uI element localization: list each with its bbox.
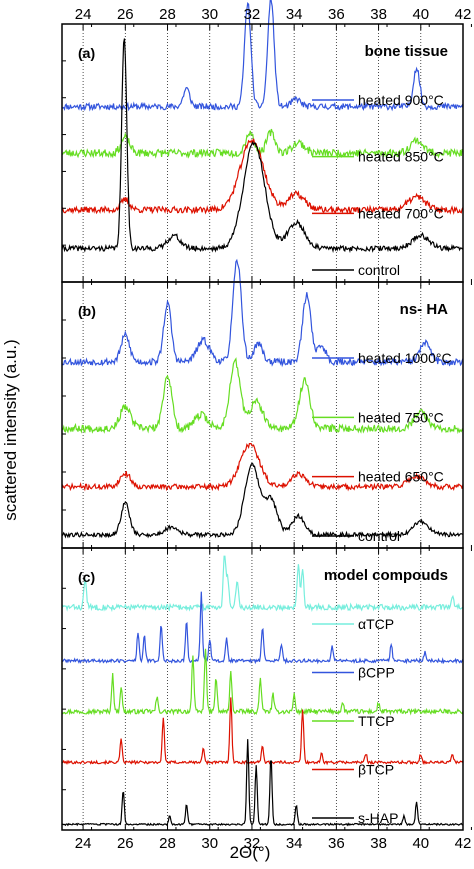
series-line — [61, 38, 464, 254]
panel-label: (c) — [78, 569, 95, 585]
x-tick-label-top: 38 — [370, 6, 387, 23]
x-tick-label-top: 28 — [159, 6, 176, 23]
x-tick-label-top: 32 — [244, 6, 261, 23]
panel-title: bone tissue — [365, 43, 448, 60]
series-line — [61, 443, 464, 492]
series-line — [61, 258, 464, 368]
x-tick-label-bottom: 30 — [201, 835, 218, 852]
x-tick-label-bottom: 28 — [159, 835, 176, 852]
x-tick-label-top: 42 — [455, 6, 472, 23]
x-tick-label-bottom: 24 — [75, 835, 92, 852]
panel-label: (a) — [78, 45, 95, 61]
legend-label: αTCP — [358, 616, 394, 632]
series-line — [61, 739, 463, 827]
x-axis-label: 2Θ(°) — [230, 843, 271, 862]
panel-title: model compouds — [324, 567, 448, 584]
legend-label: heated 650°C — [358, 469, 444, 485]
panel-label: (b) — [78, 303, 96, 319]
x-tick-label-bottom: 32 — [244, 835, 261, 852]
x-tick-label-bottom: 34 — [286, 835, 303, 852]
panels-layer: heated 900°C heated 850°C heated 700°C cont… — [61, 0, 472, 852]
series-line — [61, 357, 464, 435]
legend-label: control — [358, 262, 400, 278]
x-tick-label-top: 24 — [75, 6, 92, 23]
panel-frame — [61, 547, 464, 831]
series-line — [61, 648, 464, 716]
x-tick-label-top: 30 — [201, 6, 218, 23]
series-line — [61, 0, 464, 112]
x-tick-label-bottom: 42 — [455, 835, 472, 852]
x-tick-label-top: 26 — [117, 6, 134, 23]
legend-label: heated 750°C — [358, 409, 444, 425]
y-axis-label: scattered intensity (a.u.) — [1, 339, 20, 520]
x-tick-label-top: 36 — [328, 6, 345, 23]
series-line — [61, 128, 464, 160]
x-tick-label-bottom: 40 — [412, 835, 429, 852]
legend-label: heated 850°C — [358, 149, 444, 165]
x-tick-label-bottom: 36 — [328, 835, 345, 852]
panel-2: heated 1000°C heated 750°C heated 650°C con… — [61, 258, 472, 549]
series-line — [61, 555, 464, 613]
legend-label: control — [358, 528, 400, 544]
legend-label: heated 700°C — [358, 205, 444, 221]
legend-label: βTCP — [358, 762, 394, 778]
series-line — [61, 591, 464, 665]
panel-1: heated 900°C heated 850°C heated 700°C cont… — [61, 0, 472, 283]
x-tick-label-bottom: 38 — [370, 835, 387, 852]
panel-title: ns- HA — [400, 301, 449, 318]
legend-label: heated 1000°C — [358, 350, 452, 366]
panel-3: αTCP βCPP TTCP βTCP s-HAP (c) model compouds — [61, 547, 472, 831]
x-tick-label-top: 34 — [286, 6, 303, 23]
x-tick-label-bottom: 26 — [117, 835, 134, 852]
legend-label: s-HAP — [358, 810, 398, 826]
legend-label: heated 900°C — [358, 92, 444, 108]
series-line — [61, 697, 464, 766]
x-tick-label-top: 40 — [412, 6, 429, 23]
legend-label: TTCP — [358, 713, 395, 729]
series-line — [61, 462, 464, 539]
legend-label: βCPP — [358, 665, 395, 681]
